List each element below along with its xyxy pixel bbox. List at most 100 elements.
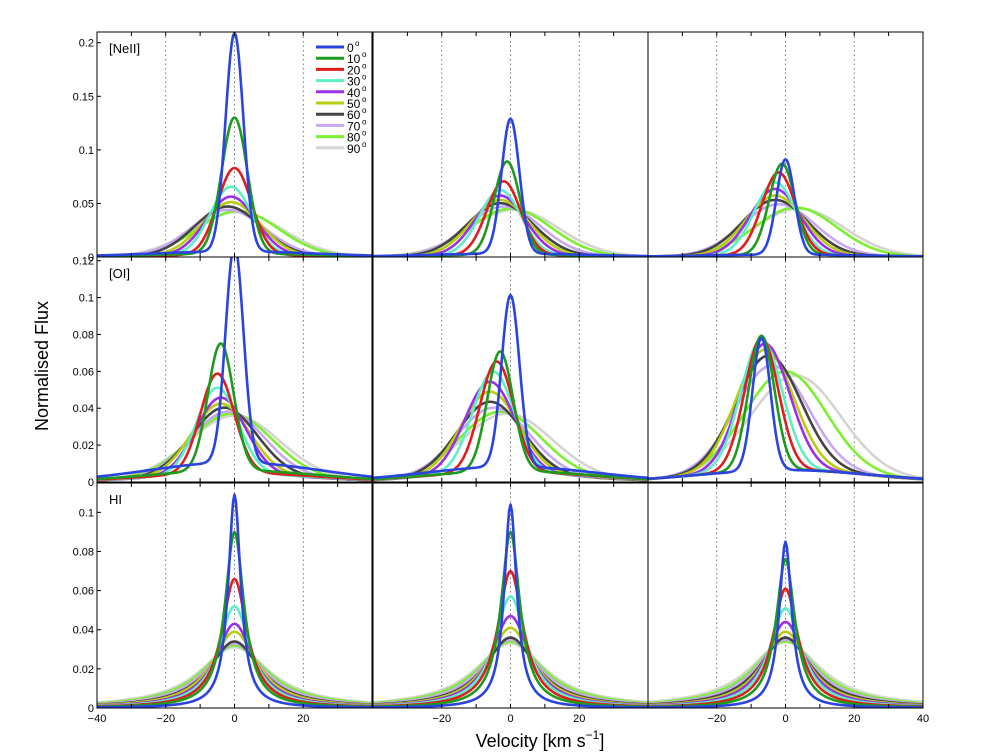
x-tick-label: −20 [156,713,175,725]
legend-label-sup: o [362,95,367,104]
series-line-0 [373,293,648,480]
series-line-90 [97,646,372,704]
series-line-20 [648,587,923,708]
legend-label: 50 [347,97,361,111]
legend-label: 90 [347,142,361,156]
series-line-60 [373,636,648,706]
series-line-30 [373,595,648,708]
y-tick-label: 0.06 [73,366,94,378]
series-line-0 [373,117,648,257]
panel-2-1: −20 0 20 [372,482,649,725]
series-line-70 [97,642,372,706]
series-line-0 [97,493,372,708]
panel-line-label: [OI] [109,266,130,281]
legend-label-sup: o [362,129,367,138]
x-axis-title-main: Velocity [km s [476,731,586,751]
y-tick-label: 0.05 [73,198,94,210]
x-axis-title-sup: −1 [586,728,600,742]
x-tick-label: 40 [917,713,929,725]
panel-2-0: 0 0.02 0.04 0.06 0.08 0.1 −40 −20 0 20 HI [73,482,373,725]
legend-label-sup: o [362,140,367,149]
legend-label: 0 [347,41,354,55]
panel-line-label: HI [109,492,122,507]
series-line-10 [373,350,648,481]
series-line-0 [97,257,372,478]
legend-label-sup: o [362,50,367,59]
series-line-0 [648,157,923,257]
panel-0-1 [372,31,649,258]
legend-label-sup: o [362,117,367,126]
y-tick-label: 0 [88,703,94,715]
legend-label: 10 [347,52,361,66]
series-line-10 [97,342,372,481]
x-tick-label: −40 [88,713,107,725]
x-axis-title: Velocity [km s−1] [476,728,605,751]
y-tick-label: 0.2 [79,38,94,50]
legend: 0 o10 o20 o30 o40 o50 o60 o70 o80 o90 o [316,39,367,156]
y-tick-label: 0 [88,252,94,264]
series-line-10 [373,530,648,708]
legend-label: 40 [347,86,361,100]
legend-entry: 10 o [316,50,367,66]
series-line-0 [648,540,923,708]
x-tick-label: −20 [432,713,451,725]
panel-1-0: 0 0.02 0.04 0.06 0.08 0.1 0.12 [OI] [73,256,373,489]
legend-entry: 40 o [316,84,367,100]
y-tick-label: 0.04 [73,625,94,637]
legend-entry: 60 o [316,106,367,122]
panel-0-2 [647,31,924,258]
panel-0-0: 0 0.05 0.1 0.15 0.2 [NeII] [73,31,373,264]
y-tick-label: 0 [88,477,94,489]
legend-entry: 70 o [316,117,367,133]
series-line-20 [97,372,372,481]
x-tick-label: −20 [707,713,726,725]
legend-entry: 20 o [316,61,367,77]
y-tick-label: 0.08 [73,329,94,341]
series-line-80 [373,640,648,705]
legend-entry: 30 o [316,73,367,89]
panel-grid: 0 0.05 0.1 0.15 0.2 [NeII] 0 0.02 0.04 0.06 0.08 0.… [73,31,929,725]
y-tick-label: 0.06 [73,586,94,598]
y-tick-label: 0.1 [79,293,94,305]
y-tick-label: 0.02 [73,664,94,676]
series-line-60 [373,400,648,482]
panel-2-2: −20 0 20 40 [647,482,929,725]
legend-label-sup: o [362,73,367,82]
series-line-70 [648,638,923,706]
legend-label: 70 [347,119,361,133]
y-tick-label: 0.1 [79,145,94,157]
legend-label: 80 [347,131,361,145]
legend-entry: 90 o [316,140,367,156]
series-line-80 [97,644,372,705]
y-tick-label: 0.15 [73,91,94,103]
x-axis-title-close: ] [599,731,604,751]
x-tick-label: 0 [231,713,237,725]
legend-entry: 80 o [316,129,367,145]
series-line-10 [648,558,923,708]
y-tick-label: 0.02 [73,440,94,452]
series-line-0 [648,336,923,481]
y-tick-label: 0.1 [79,507,94,519]
legend-label-sup: o [362,106,367,115]
series-line-50 [373,390,648,482]
series-line-90 [97,414,372,482]
series-line-0 [373,503,648,708]
legend-entry: 50 o [316,95,367,111]
series-line-90 [373,642,648,704]
series-line-60 [648,636,923,706]
y-tick-label: 0.08 [73,546,94,558]
series-line-80 [648,640,923,705]
legend-label: 60 [347,108,361,122]
y-tick-label: 0.04 [73,403,94,415]
series-line-70 [373,638,648,706]
legend-label-sup: o [362,61,367,70]
legend-label: 20 [347,63,361,77]
panel-1-1 [372,256,649,483]
x-tick-label: 0 [782,713,788,725]
x-tick-label: 20 [297,713,309,725]
panel-line-label: [NeII] [109,41,140,56]
legend-label-sup: o [362,84,367,93]
y-axis-title: Normalised Flux [32,301,52,431]
